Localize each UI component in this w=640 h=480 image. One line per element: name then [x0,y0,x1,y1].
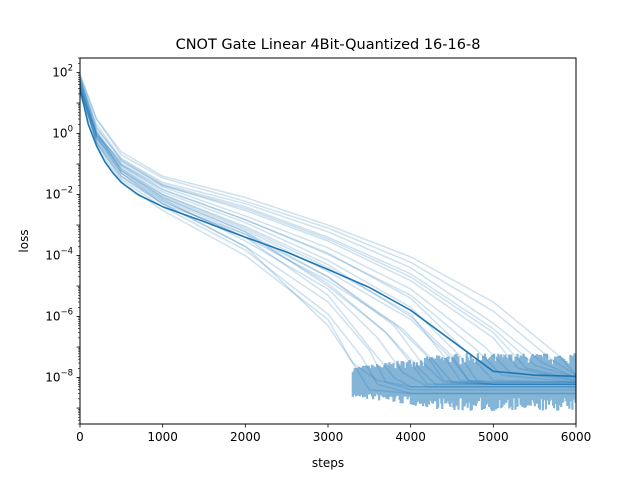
run-line-17 [80,84,576,395]
run-line-23 [80,76,576,386]
run-line-20 [80,89,576,384]
x-tick-label: 0 [76,430,84,444]
run-line-9 [80,75,576,376]
run-curves [80,73,576,411]
y-tick-label: 10−8 [45,369,73,385]
run-line-16 [80,73,576,376]
run-line-7 [80,90,576,382]
run-line-2 [80,84,576,388]
run-line-6 [80,82,576,384]
run-line-8 [80,77,576,379]
y-tick-label: 10−4 [45,247,73,263]
y-tick-label: 102 [52,64,73,80]
x-tick-label: 6000 [561,430,592,444]
y-tick-label: 10−2 [45,186,73,202]
y-tick-label: 100 [52,125,73,141]
run-line-10 [80,86,576,395]
run-line-24 [80,85,576,384]
run-line-15 [80,79,576,379]
run-line-21 [80,78,576,380]
run-line-11 [80,80,576,388]
x-tick-label: 5000 [478,430,509,444]
run-line-22 [80,93,576,391]
y-axis: 102 100 10−2 10−4 10−6 10−8 [45,57,80,425]
x-axis-label: steps [312,456,344,470]
x-tick-label: 2000 [230,430,261,444]
y-tick-label: 10−6 [45,308,73,324]
run-line-13 [80,82,576,384]
x-tick-label: 4000 [395,430,426,444]
x-tick-label: 3000 [313,430,344,444]
run-line-4 [80,88,576,386]
run-line-12 [80,90,576,386]
noise-band [351,353,576,411]
run-line-3 [80,79,576,386]
x-axis: 0 1000 2000 3000 4000 5000 6000 [76,424,591,444]
y-axis-label: loss [17,229,31,252]
x-tick-label: 1000 [147,430,178,444]
run-line-18 [80,86,576,386]
run-line-19 [80,81,576,386]
chart-title: CNOT Gate Linear 4Bit-Quantized 16-16-8 [176,37,481,53]
run-line-1 [80,81,576,388]
run-line-5 [80,93,576,386]
mean-curve-group [80,88,576,378]
run-line-14 [80,88,576,382]
mean-line [80,88,576,378]
